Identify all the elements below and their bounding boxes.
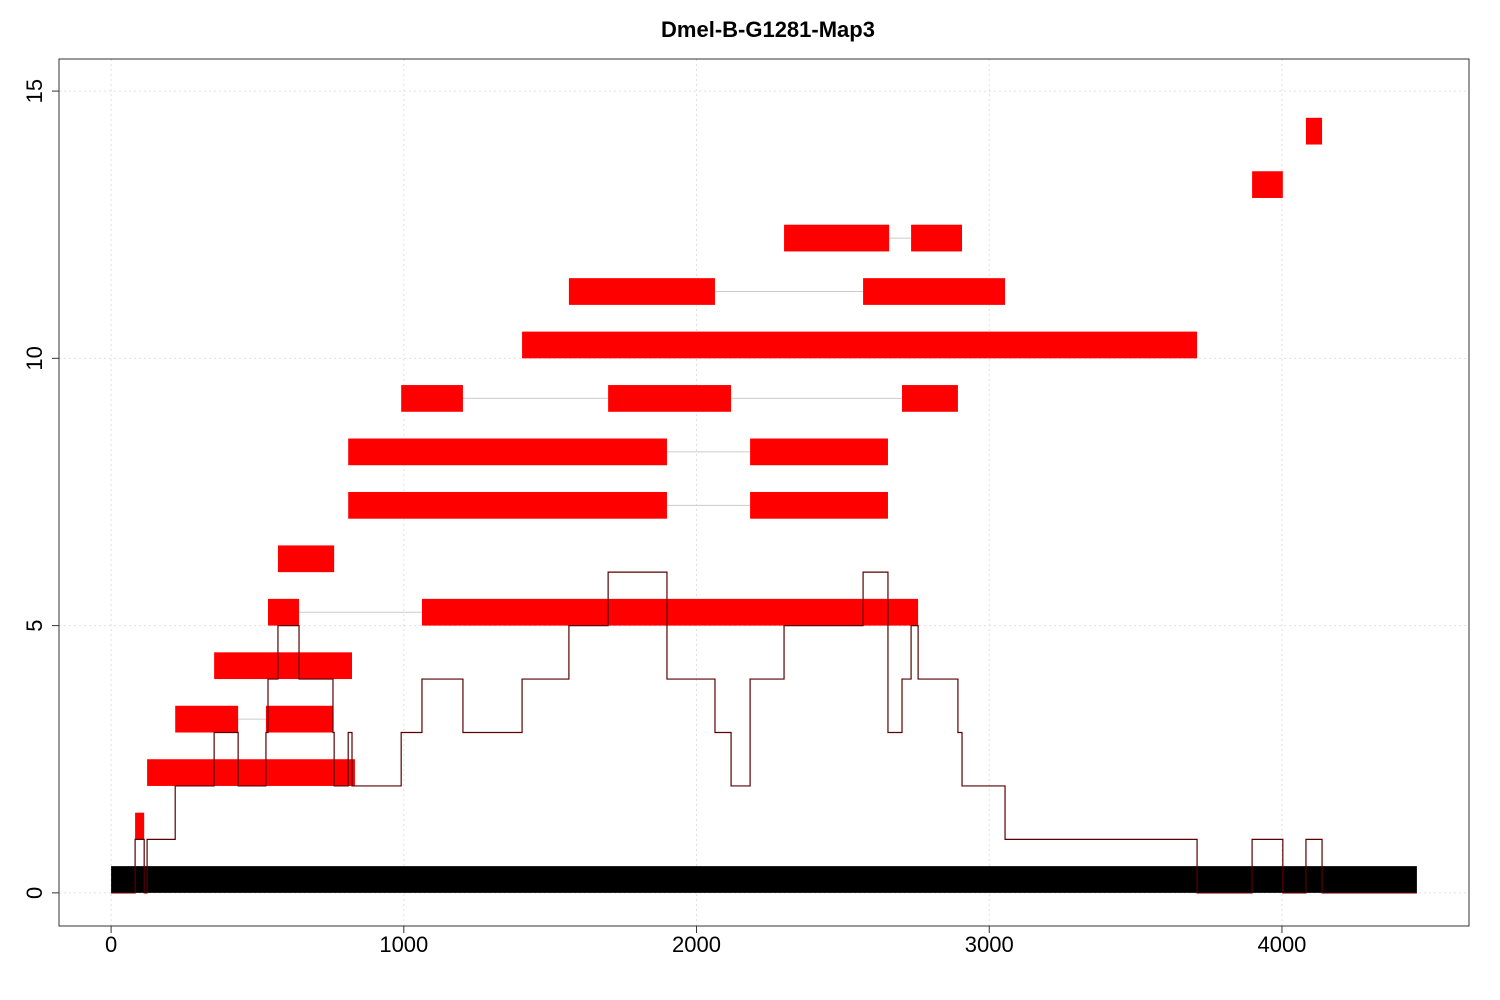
- y-tick-label: 15: [22, 79, 47, 103]
- x-tick-label: 1000: [379, 932, 428, 957]
- x-tick-label: 3000: [965, 932, 1014, 957]
- coverage-line: [111, 571, 1417, 894]
- read-block: [1305, 117, 1323, 145]
- read-block: [175, 705, 239, 733]
- x-tick-label: 2000: [672, 932, 721, 957]
- read-block: [902, 385, 958, 412]
- read-block: [277, 545, 335, 573]
- read-block: [1252, 171, 1283, 198]
- read-block: [214, 652, 353, 680]
- reference-bar: [111, 866, 1417, 893]
- read-block: [568, 278, 715, 305]
- read-block: [348, 438, 667, 466]
- y-tick-label: 0: [22, 887, 47, 899]
- read-block: [784, 224, 890, 252]
- y-tick-label: 10: [22, 346, 47, 370]
- read-block: [750, 491, 888, 519]
- read-block: [401, 385, 463, 412]
- read-block: [522, 331, 1198, 359]
- read-block: [265, 705, 333, 733]
- read-block: [608, 385, 732, 412]
- read-block: [863, 278, 1006, 305]
- chart-title: Dmel-B-G1281-Map3: [661, 17, 875, 42]
- read-block: [147, 759, 355, 786]
- read-block: [267, 598, 300, 626]
- read-block: [911, 224, 963, 252]
- read-block: [750, 438, 888, 466]
- y-tick-label: 5: [22, 619, 47, 631]
- x-tick-label: 0: [105, 932, 117, 957]
- plot-area: [111, 117, 1417, 894]
- x-tick-label: 4000: [1257, 932, 1306, 957]
- plot-frame: [58, 58, 1470, 927]
- read-block: [421, 598, 919, 626]
- read-block: [135, 812, 145, 840]
- read-block: [348, 491, 667, 519]
